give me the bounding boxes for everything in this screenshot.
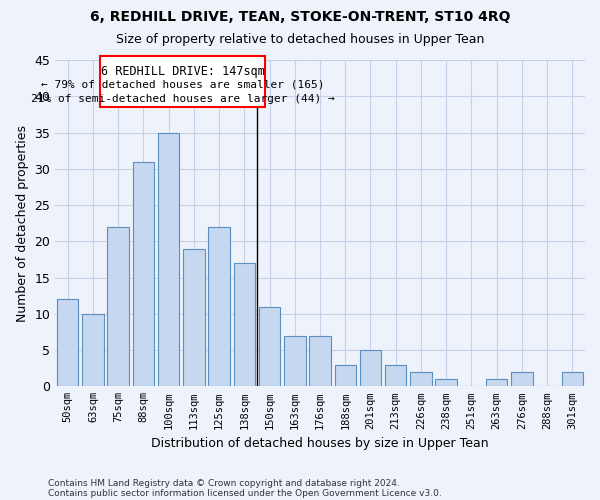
Bar [310, 336, 331, 386]
Text: Size of property relative to detached houses in Upper Tean: Size of property relative to detached ho… [116, 32, 484, 46]
Text: ← 79% of detached houses are smaller (165): ← 79% of detached houses are smaller (16… [41, 80, 324, 90]
X-axis label: Distribution of detached houses by size in Upper Tean: Distribution of detached houses by size … [151, 437, 489, 450]
Text: 21% of semi-detached houses are larger (44) →: 21% of semi-detached houses are larger (… [31, 94, 334, 104]
Text: Contains HM Land Registry data © Crown copyright and database right 2024.: Contains HM Land Registry data © Crown c… [48, 478, 400, 488]
Bar [183, 248, 205, 386]
Bar [486, 379, 508, 386]
Text: Contains public sector information licensed under the Open Government Licence v3: Contains public sector information licen… [48, 488, 442, 498]
Bar [562, 372, 583, 386]
Bar [82, 314, 104, 386]
Bar [385, 364, 406, 386]
Bar [107, 227, 129, 386]
Text: 6 REDHILL DRIVE: 147sqm: 6 REDHILL DRIVE: 147sqm [101, 65, 265, 78]
Text: 6, REDHILL DRIVE, TEAN, STOKE-ON-TRENT, ST10 4RQ: 6, REDHILL DRIVE, TEAN, STOKE-ON-TRENT, … [90, 10, 510, 24]
Y-axis label: Number of detached properties: Number of detached properties [16, 124, 29, 322]
Bar [284, 336, 305, 386]
Bar [259, 306, 280, 386]
Bar [133, 162, 154, 386]
Bar [158, 132, 179, 386]
FancyBboxPatch shape [100, 56, 265, 107]
Bar [233, 263, 255, 386]
Bar [360, 350, 381, 387]
Bar [511, 372, 533, 386]
Bar [410, 372, 431, 386]
Bar [208, 227, 230, 386]
Bar [335, 364, 356, 386]
Bar [436, 379, 457, 386]
Bar [57, 300, 79, 386]
